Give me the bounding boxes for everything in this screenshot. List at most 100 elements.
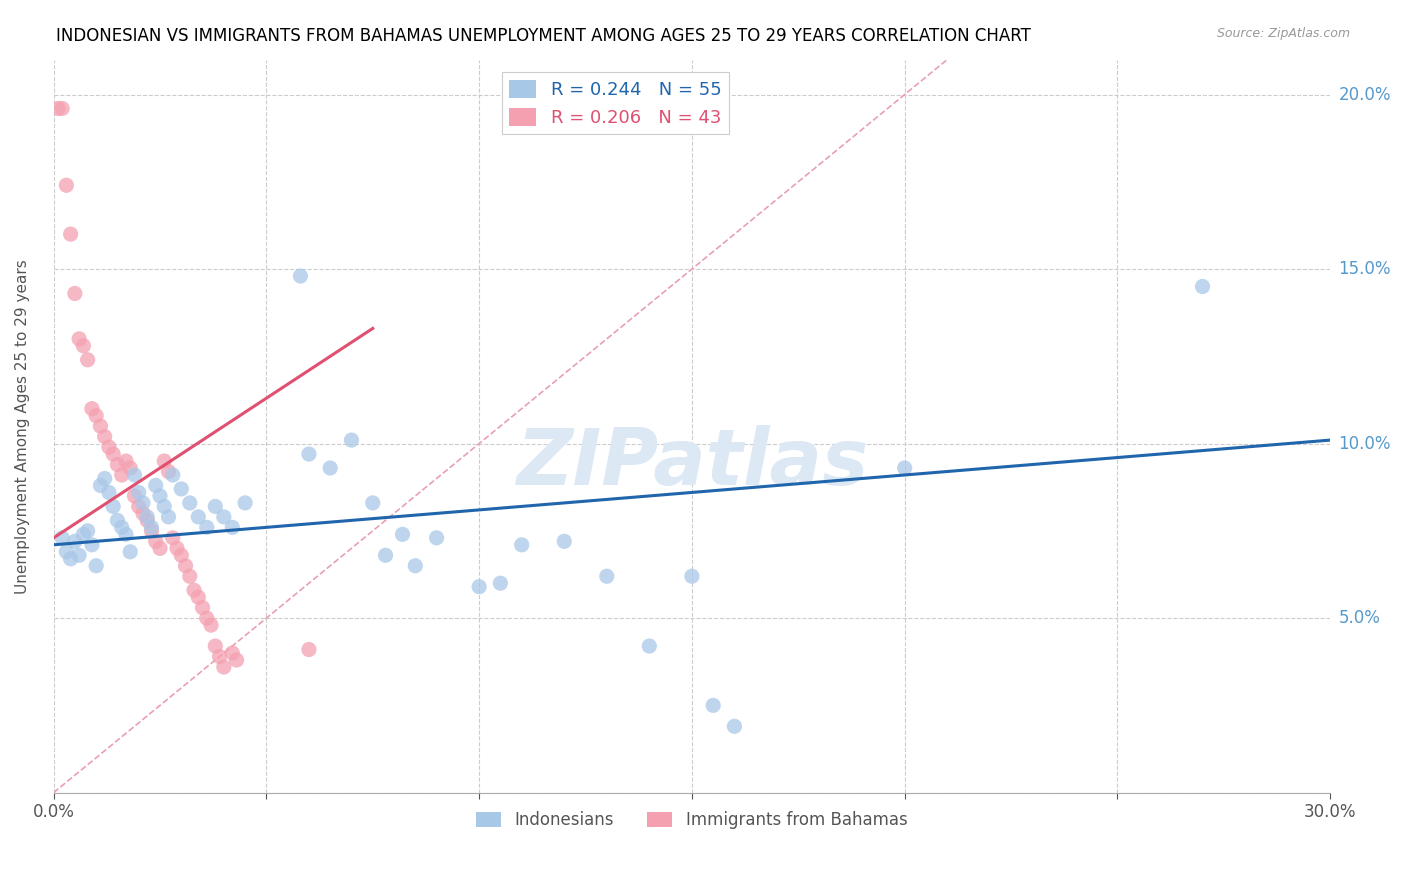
Point: [200, 618, 222, 632]
Y-axis label: Unemployment Among Ages 25 to 29 years: Unemployment Among Ages 25 to 29 years: [15, 259, 30, 593]
Point: [340, 433, 363, 447]
Text: 10.0%: 10.0%: [1339, 434, 1391, 452]
Point: [145, 534, 167, 549]
Point: [174, 558, 197, 573]
Point: [93, 471, 115, 485]
Point: [179, 496, 201, 510]
Point: [374, 549, 396, 563]
Point: [183, 583, 205, 598]
Point: [553, 534, 575, 549]
Point: [76, 524, 98, 538]
Text: Source: ZipAtlas.com: Source: ZipAtlas.com: [1216, 27, 1350, 40]
Point: [80, 401, 103, 416]
Point: [187, 590, 209, 604]
Point: [212, 660, 235, 674]
Point: [51, 531, 73, 545]
Point: [162, 468, 184, 483]
Point: [191, 600, 214, 615]
Point: [55, 178, 77, 193]
Point: [212, 509, 235, 524]
Text: INDONESIAN VS IMMIGRANTS FROM BAHAMAS UNEMPLOYMENT AMONG AGES 25 TO 29 YEARS COR: INDONESIAN VS IMMIGRANTS FROM BAHAMAS UN…: [56, 27, 1031, 45]
Point: [128, 485, 150, 500]
Point: [233, 496, 256, 510]
Point: [67, 549, 90, 563]
Point: [89, 419, 111, 434]
Point: [170, 482, 193, 496]
Point: [111, 520, 134, 534]
Point: [141, 524, 163, 538]
Point: [115, 527, 138, 541]
Point: [84, 558, 107, 573]
Legend: Indonesians, Immigrants from Bahamas: Indonesians, Immigrants from Bahamas: [470, 805, 914, 836]
Point: [391, 527, 413, 541]
Point: [157, 509, 180, 524]
Point: [153, 454, 176, 468]
Point: [426, 531, 449, 545]
Point: [120, 461, 142, 475]
Point: [59, 227, 82, 241]
Point: [76, 352, 98, 367]
Point: [195, 611, 218, 625]
Point: [124, 468, 146, 483]
Point: [132, 507, 155, 521]
Point: [681, 569, 703, 583]
Point: [298, 642, 321, 657]
Text: ZIPatlas: ZIPatlas: [516, 425, 868, 500]
Point: [55, 545, 77, 559]
Point: [132, 496, 155, 510]
Point: [128, 500, 150, 514]
Point: [361, 496, 384, 510]
Point: [124, 489, 146, 503]
Point: [97, 485, 120, 500]
Point: [136, 509, 159, 524]
Point: [72, 527, 94, 541]
Point: [221, 646, 243, 660]
Point: [179, 569, 201, 583]
Point: [67, 332, 90, 346]
Point: [149, 541, 172, 556]
Point: [120, 545, 142, 559]
Point: [166, 541, 188, 556]
Point: [468, 580, 491, 594]
Point: [63, 286, 86, 301]
Point: [149, 489, 172, 503]
Point: [141, 520, 163, 534]
Point: [596, 569, 619, 583]
Point: [153, 500, 176, 514]
Point: [136, 513, 159, 527]
Point: [702, 698, 724, 713]
Point: [97, 440, 120, 454]
Point: [157, 465, 180, 479]
Point: [46, 102, 69, 116]
Point: [93, 429, 115, 443]
Point: [723, 719, 745, 733]
Point: [1191, 279, 1213, 293]
Text: 5.0%: 5.0%: [1339, 609, 1381, 627]
Point: [170, 549, 193, 563]
Point: [80, 538, 103, 552]
Point: [111, 468, 134, 483]
Point: [107, 513, 129, 527]
Point: [72, 339, 94, 353]
Point: [208, 649, 231, 664]
Point: [204, 500, 226, 514]
Point: [107, 458, 129, 472]
Point: [103, 500, 125, 514]
Point: [204, 639, 226, 653]
Point: [290, 268, 312, 283]
Point: [89, 478, 111, 492]
Point: [187, 509, 209, 524]
Point: [404, 558, 426, 573]
Point: [298, 447, 321, 461]
Point: [59, 551, 82, 566]
Point: [893, 461, 915, 475]
Point: [84, 409, 107, 423]
Point: [63, 534, 86, 549]
Point: [221, 520, 243, 534]
Point: [51, 102, 73, 116]
Point: [195, 520, 218, 534]
Point: [319, 461, 342, 475]
Point: [489, 576, 512, 591]
Point: [638, 639, 661, 653]
Point: [162, 531, 184, 545]
